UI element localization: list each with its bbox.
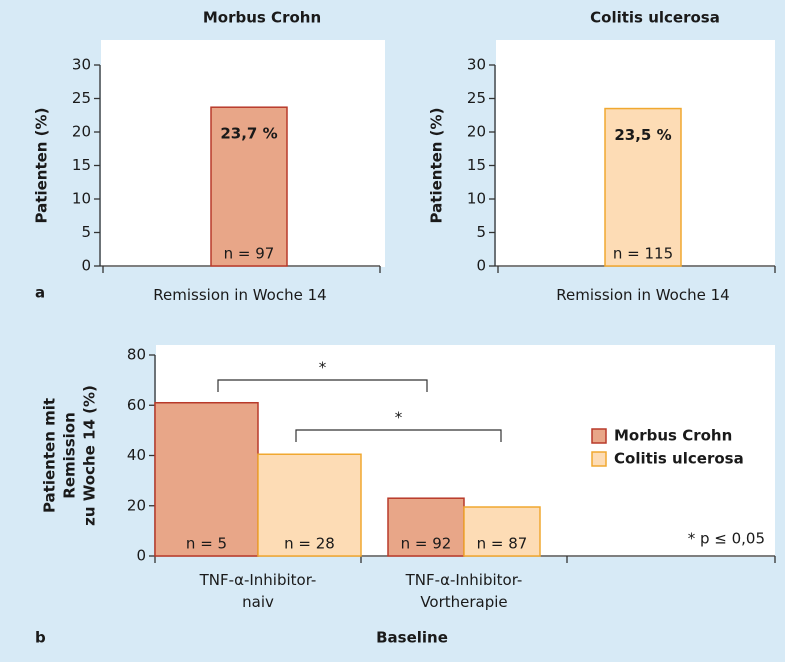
- y-tick-label: 40: [127, 446, 146, 464]
- x-tick-label: Remission in Woche 14: [556, 286, 729, 304]
- y-tick-label: 10: [72, 190, 91, 208]
- y-tick-label: 25: [467, 89, 486, 107]
- y-axis-label: Remission: [61, 412, 79, 498]
- chart-title: Colitis ulcerosa: [590, 9, 720, 27]
- legend-label: Colitis ulcerosa: [614, 450, 744, 468]
- y-tick-label: 30: [467, 56, 486, 74]
- n-label: n = 115: [613, 245, 673, 263]
- y-tick-label: 25: [72, 89, 91, 107]
- y-tick-label: 15: [72, 156, 91, 174]
- y-tick-label: 20: [72, 123, 91, 141]
- x-tick-label: Remission in Woche 14: [153, 286, 326, 304]
- significance-bracket: [217, 379, 428, 392]
- n-label: n = 97: [224, 245, 275, 263]
- n-label: n = 87: [477, 535, 528, 553]
- significance-bracket: [295, 429, 502, 442]
- y-tick-label: 0: [81, 257, 91, 275]
- legend-swatch: [591, 451, 607, 467]
- y-tick-label: 30: [72, 56, 91, 74]
- y-tick-label: 20: [127, 496, 146, 514]
- y-tick-label: 80: [127, 346, 146, 364]
- y-axis-label: Patienten (%): [428, 108, 446, 224]
- y-tick-label: 5: [81, 223, 91, 241]
- x-tick-label: TNF-α-Inhibitor-naiv: [199, 571, 317, 611]
- y-tick-label: 5: [476, 223, 486, 241]
- y-tick-label: 0: [476, 257, 486, 275]
- bar: [604, 107, 682, 267]
- chart-title: Morbus Crohn: [203, 9, 321, 27]
- y-tick-label: 60: [127, 396, 146, 414]
- value-label: 23,5 %: [614, 126, 671, 144]
- bar: [463, 506, 541, 557]
- value-label: 23,7 %: [220, 125, 277, 143]
- y-tick-label: 0: [136, 547, 146, 565]
- panel-label: b: [35, 629, 46, 647]
- y-tick-label: 15: [467, 156, 486, 174]
- y-axis-label: zu Woche 14 (%): [81, 385, 99, 526]
- y-tick-label: 20: [467, 123, 486, 141]
- note: * p ≤ 0,05: [688, 530, 765, 548]
- panel-label: a: [35, 284, 45, 302]
- bar: [210, 106, 288, 267]
- legend-swatch: [591, 428, 607, 444]
- x-tick-label: TNF-α-Inhibitor-Vortherapie: [405, 571, 523, 611]
- n-label: n = 92: [401, 535, 452, 553]
- bar: [154, 401, 259, 557]
- x-axis-label: Baseline: [376, 629, 448, 647]
- n-label: n = 28: [284, 535, 335, 553]
- legend-label: Morbus Crohn: [614, 427, 732, 445]
- significance-label: *: [395, 409, 403, 427]
- bar: [257, 453, 362, 557]
- y-tick-label: 10: [467, 190, 486, 208]
- significance-label: *: [319, 359, 327, 377]
- y-axis-label: Patienten mit: [41, 398, 59, 513]
- n-label: n = 5: [186, 535, 227, 553]
- y-axis-label: Patienten (%): [33, 108, 51, 224]
